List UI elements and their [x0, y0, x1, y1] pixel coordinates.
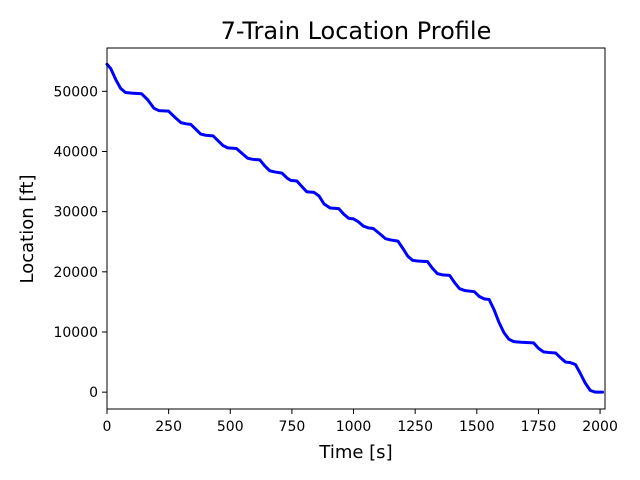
y-tick-label: 50000 — [53, 84, 98, 100]
x-tick-label: 250 — [155, 419, 182, 435]
x-tick-label: 2000 — [582, 419, 618, 435]
x-axis-label: Time [s] — [318, 442, 392, 463]
chart-title: 7-Train Location Profile — [221, 17, 492, 45]
x-tick-label: 0 — [103, 419, 112, 435]
x-tick-label: 1750 — [521, 419, 557, 435]
y-axis-ticks: 0 10000 20000 30000 40000 50000 — [53, 84, 107, 401]
x-tick-label: 500 — [217, 419, 244, 435]
x-tick-label: 750 — [279, 419, 306, 435]
y-tick-label: 30000 — [53, 205, 98, 221]
x-tick-label: 1250 — [397, 419, 433, 435]
y-tick-label: 10000 — [53, 325, 98, 341]
y-tick-label: 20000 — [53, 265, 98, 281]
y-tick-label: 40000 — [53, 144, 98, 160]
series-line-1 — [105, 62, 605, 394]
y-axis-label: Location [ft] — [17, 175, 38, 284]
x-tick-label: 1500 — [459, 419, 495, 435]
y-tick-label: 0 — [89, 385, 98, 401]
x-axis-ticks: 0 250 500 750 1000 1250 1500 1750 2000 — [103, 409, 618, 435]
plot-frame — [106, 47, 606, 410]
x-tick-label: 1000 — [336, 419, 372, 435]
plot-area — [105, 47, 606, 410]
